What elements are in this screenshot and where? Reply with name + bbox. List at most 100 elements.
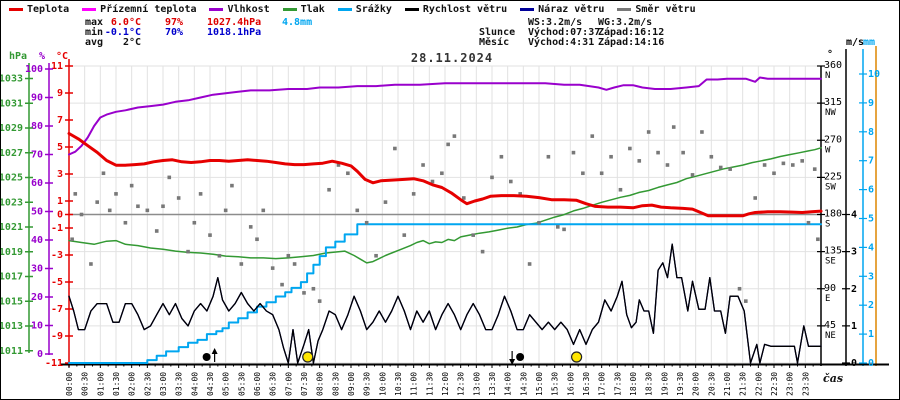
svg-text:18:30: 18:30	[645, 372, 654, 396]
svg-text:8: 8	[868, 127, 874, 138]
svg-text:18:00: 18:00	[629, 372, 638, 396]
svg-text:S: S	[825, 220, 830, 230]
svg-text:9: 9	[57, 88, 63, 99]
svg-text:10:00: 10:00	[378, 372, 387, 396]
svg-text:40: 40	[31, 235, 43, 246]
svg-text:5: 5	[57, 142, 63, 153]
svg-text:19:00: 19:00	[660, 372, 669, 396]
svg-text:11:30: 11:30	[425, 372, 434, 396]
svg-text:09:30: 09:30	[363, 372, 372, 396]
stat-min-humidity: 70%	[165, 27, 184, 38]
svg-text:08:30: 08:30	[331, 372, 340, 396]
svg-text:0: 0	[57, 210, 63, 221]
svg-text:04:00: 04:00	[190, 372, 199, 396]
svg-text:05:00: 05:00	[222, 372, 231, 396]
svg-text:45: 45	[824, 320, 836, 331]
svg-text:16:30: 16:30	[582, 372, 591, 396]
legend-item-naraz-vetru: Náraz větru	[520, 4, 604, 15]
svg-text:90: 90	[824, 283, 836, 294]
svg-text:1027: 1027	[1, 148, 23, 159]
svg-text:06:30: 06:30	[269, 372, 278, 396]
svg-text:50: 50	[31, 207, 43, 218]
svg-text:-7: -7	[51, 304, 63, 315]
svg-text:60: 60	[31, 178, 43, 189]
svg-text:90: 90	[31, 93, 43, 104]
svg-text:°C: °C	[56, 51, 68, 62]
svg-text:21:30: 21:30	[739, 372, 748, 396]
legend-label: Vlhkost	[227, 4, 270, 15]
moonrise-time: Východ:4:31	[528, 37, 595, 48]
svg-text:70: 70	[31, 150, 43, 161]
svg-text:20:00: 20:00	[692, 372, 701, 396]
moonset-marker	[516, 353, 525, 361]
legend-swatch-vlhkost	[209, 8, 224, 11]
svg-text:15:30: 15:30	[551, 372, 560, 396]
svg-text:13:30: 13:30	[488, 372, 497, 396]
svg-text:E: E	[825, 294, 830, 304]
svg-text:30: 30	[31, 264, 43, 275]
svg-text:1011: 1011	[1, 346, 23, 357]
svg-text:W: W	[825, 145, 831, 155]
svg-text:11:00: 11:00	[410, 372, 419, 396]
svg-text:10: 10	[868, 69, 880, 80]
svg-text:SE: SE	[825, 257, 836, 267]
legend-swatch-rychlost-vetru	[404, 8, 419, 11]
legend-swatch-tlak	[282, 8, 297, 11]
svg-text:22:00: 22:00	[754, 372, 763, 396]
svg-text:°: °	[827, 49, 833, 60]
svg-text:22:30: 22:30	[770, 372, 779, 396]
legend-swatch-prizemni-teplota	[82, 8, 97, 11]
legend-item-prizemni-teplota: Přízemní teplota	[82, 4, 196, 15]
svg-text:20: 20	[31, 292, 43, 303]
stat-min-label: min	[85, 27, 104, 38]
legend: Teplota Přízemní teplota Vlhkost Tlak Srážky…	[9, 4, 696, 15]
svg-text:14:30: 14:30	[519, 372, 528, 396]
svg-text:mm: mm	[863, 37, 875, 48]
stat-max-temp: 6.0°C	[110, 17, 141, 28]
svg-text:-11: -11	[45, 358, 63, 369]
svg-text:SW: SW	[825, 182, 836, 192]
svg-text:NE: NE	[825, 331, 836, 341]
svg-text:1033: 1033	[1, 74, 23, 85]
svg-text:07:30: 07:30	[300, 372, 309, 396]
legend-item-srazky: Srážky	[337, 4, 392, 15]
svg-text:%: %	[39, 51, 45, 62]
svg-text:0: 0	[851, 358, 857, 369]
stat-max-humidity: 97%	[165, 17, 184, 28]
svg-text:05:30: 05:30	[237, 372, 246, 396]
moon-label: Měsíc	[479, 37, 510, 48]
svg-text:5: 5	[868, 214, 874, 225]
legend-swatch-naraz-vetru	[520, 8, 535, 11]
sunrise-time: Východ:07:37	[528, 27, 601, 38]
svg-text:135: 135	[824, 246, 842, 257]
svg-text:1021: 1021	[1, 222, 23, 233]
svg-text:0: 0	[37, 349, 43, 360]
legend-item-teplota: Teplota	[9, 4, 69, 15]
svg-text:4: 4	[851, 210, 857, 221]
svg-text:07:00: 07:00	[284, 372, 293, 396]
svg-text:180: 180	[824, 209, 842, 220]
svg-text:14:00: 14:00	[504, 372, 513, 396]
svg-text:-5: -5	[51, 277, 63, 288]
legend-label: Rychlost větru	[422, 4, 508, 15]
sunrise-marker	[302, 351, 314, 363]
svg-text:02:30: 02:30	[143, 372, 152, 396]
stat-min-temp: -0.1°C	[104, 27, 141, 38]
svg-text:20:30: 20:30	[707, 372, 716, 396]
legend-label: Tlak	[300, 4, 325, 15]
legend-label: Teplota	[27, 4, 70, 15]
stat-wind-speed-max: WS:3.2m/s	[528, 17, 583, 28]
sunset-marker	[570, 351, 583, 363]
stat-max-pressure: 1027.4hPa	[207, 17, 262, 28]
stat-rain-total: 4.8mm	[282, 17, 313, 28]
svg-text:04:30: 04:30	[206, 372, 215, 396]
svg-text:1031: 1031	[1, 98, 23, 109]
svg-text:1025: 1025	[1, 173, 23, 184]
stat-wind-gust-max: WG:3.2m/s	[598, 17, 653, 28]
svg-text:16:00: 16:00	[566, 372, 575, 396]
svg-text:09:00: 09:00	[347, 372, 356, 396]
legend-label: Přízemní teplota	[100, 4, 197, 15]
svg-text:1017: 1017	[1, 272, 23, 283]
legend-item-vlhkost: Vlhkost	[209, 4, 270, 15]
svg-text:15:00: 15:00	[535, 372, 544, 396]
